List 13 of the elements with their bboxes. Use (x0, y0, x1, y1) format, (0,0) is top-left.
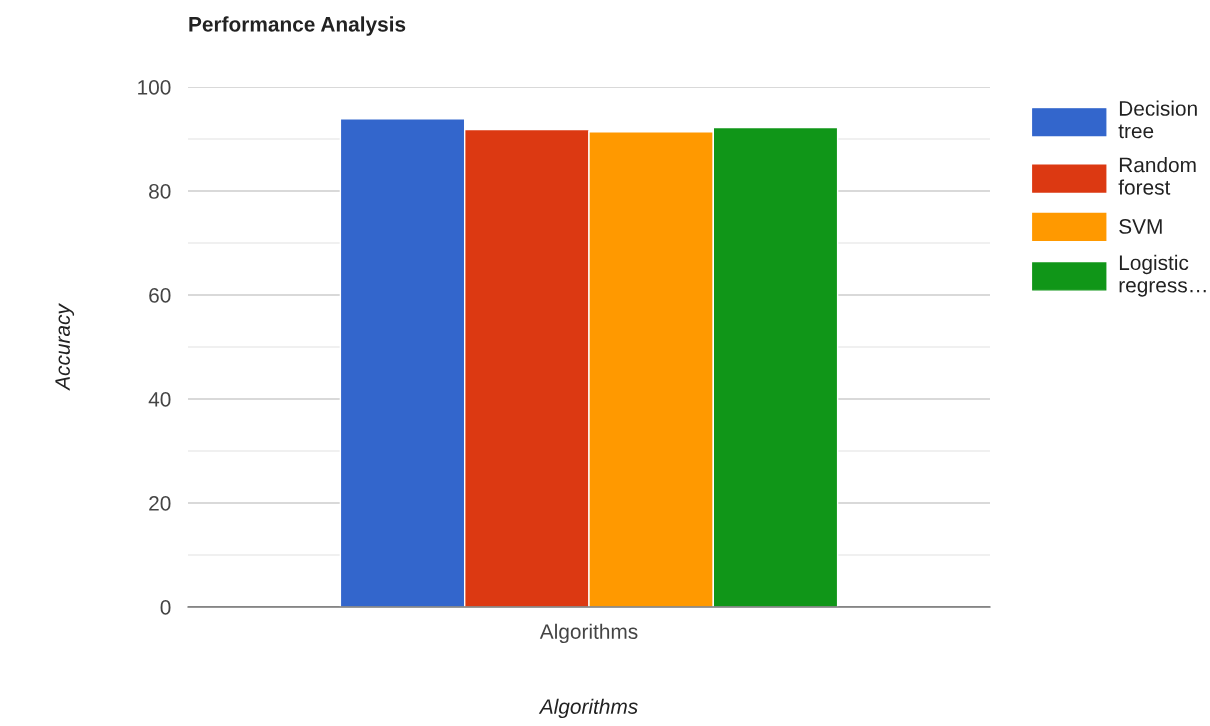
y-tick-label: 60 (149, 288, 171, 303)
y-tick-label: 20 (149, 496, 171, 511)
y-tick-label: 100 (138, 80, 171, 95)
y-tick-label: 0 (160, 600, 171, 615)
y-tick-label: 40 (148, 392, 171, 407)
legend-label: Random forest (1118, 156, 1196, 195)
legend-label: SVM (1119, 219, 1162, 234)
chart-title: Performance Analysis (189, 16, 406, 36)
x-axis-title: Algorithms (538, 698, 638, 719)
y-axis-title: Accuracy (55, 303, 75, 391)
legend-label: Logistic regress… (1119, 254, 1206, 297)
legend-label: Decision tree (1118, 100, 1197, 139)
y-tick-label: 80 (149, 184, 171, 199)
